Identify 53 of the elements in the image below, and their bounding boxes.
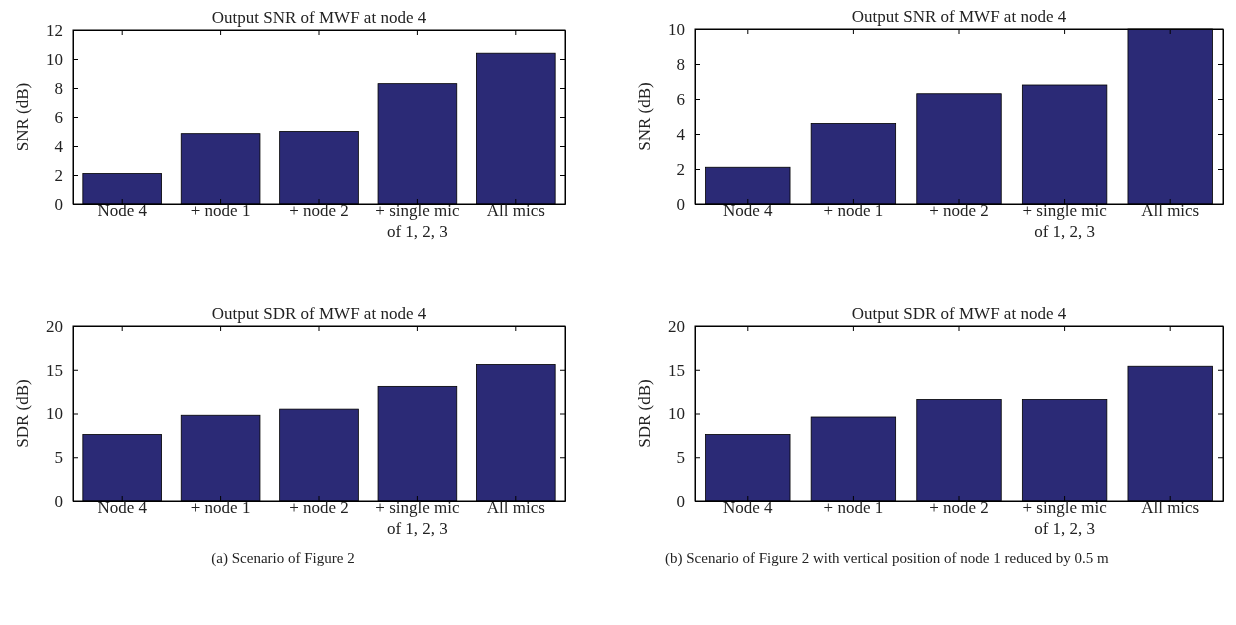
x-tick-label: All mics [1141,498,1200,517]
x-tick-label: + node 1 [823,498,884,517]
x-tick-label: + node 2 [929,498,989,517]
y-tick-label: 5 [676,448,685,468]
y-tick-label: 2 [54,165,63,185]
y-axis-title: SDR (dB) [13,379,32,448]
x-tick-label: Node 4 [723,201,774,220]
y-tick-label: 0 [676,491,685,511]
x-tick-label: All mics [1141,201,1200,220]
y-axis-title: SNR (dB) [13,82,32,152]
chart-title: Output SDR of MWF at node 4 [211,304,427,323]
y-tick-label: 8 [54,78,63,98]
y-tick-label: 6 [676,89,685,109]
x-tick-label: + node 1 [823,201,884,220]
y-tick-label: 10 [668,404,685,424]
y-tick-label: 0 [676,194,685,214]
x-tick-label: + node 2 [929,201,989,220]
y-tick-label: 15 [668,360,685,380]
chart-title: Output SNR of MWF at node 4 [851,7,1067,26]
x-tick-label: Node 4 [97,498,148,517]
y-tick-label: 15 [46,360,63,380]
text: (b) Scenario of Figure 2 with vertical position of node 1 reduced by 0.5 m [665,550,1109,567]
y-tick-label: 12 [46,20,63,40]
y-tick-label: 0 [54,194,63,214]
x-tick-label: + node 2 [289,498,349,517]
text: (a) Scenario of Figure 2 [211,550,355,567]
x-tick-label: All mics [486,498,545,517]
x-tick-label: + node 2 [289,201,349,220]
x-tick-label: + node 1 [190,498,251,517]
y-tick-label: 0 [54,491,63,511]
y-tick-label: 8 [676,54,685,74]
y-tick-label: 2 [676,159,685,179]
y-tick-label: 5 [54,448,63,468]
y-tick-label: 10 [46,404,63,424]
x-tick-label: + single mic of 1, 2, 3 [375,201,460,242]
x-tick-label: Node 4 [723,498,774,517]
x-tick-label: Node 4 [97,201,148,220]
y-tick-label: 10 [668,19,685,39]
y-tick-label: 20 [668,316,685,336]
x-tick-label: + single mic of 1, 2, 3 [375,498,460,539]
y-axis-title: SNR (dB) [635,82,654,151]
y-axis-title: SDR (dB) [635,379,654,448]
y-tick-label: 10 [46,49,63,69]
y-tick-label: 20 [46,316,63,336]
y-tick-label: 4 [676,124,686,144]
chart-title: Output SNR of MWF at node 4 [211,8,427,27]
chart-title: Output SDR of MWF at node 4 [851,304,1067,323]
x-tick-label: All mics [486,201,545,220]
x-tick-label: + single mic of 1, 2, 3 [1022,201,1108,242]
x-tick-label: + node 1 [190,201,251,220]
x-tick-label: + single mic of 1, 2, 3 [1022,498,1108,539]
y-tick-label: 6 [54,107,63,127]
y-tick-label: 4 [54,136,64,156]
